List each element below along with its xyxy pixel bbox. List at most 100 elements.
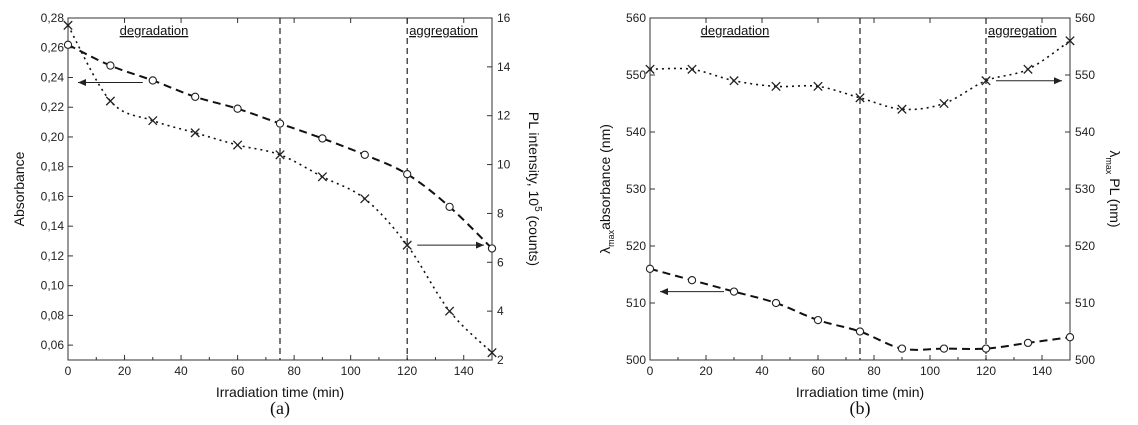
data-point-circle	[687, 276, 697, 285]
data-point-cross	[63, 20, 73, 30]
data-point-circle	[771, 298, 781, 308]
y-left-tick-label: 530	[626, 182, 646, 196]
y-left-tick-label: 0,24	[41, 70, 65, 84]
x-tick-label: 0	[647, 364, 654, 378]
y-right-tick-label: 510	[1075, 296, 1095, 310]
y-left-tick-label: 500	[626, 353, 646, 367]
data-point-cross	[275, 150, 285, 160]
data-point-circle	[1023, 338, 1033, 348]
y-right-axis-label: PL intensity, 105 (counts)	[526, 112, 543, 266]
data-point-circle	[63, 40, 73, 49]
y-right-tick-label: 16	[497, 11, 511, 25]
region-label-aggregation: aggregation	[988, 23, 1057, 38]
data-point-circle	[1065, 333, 1075, 342]
x-tick-label: 40	[174, 364, 188, 378]
y-left-tick-label: 0,18	[41, 160, 65, 174]
y-right-label-lambda: λ	[1107, 150, 1123, 157]
y-right-tick-label: 500	[1075, 353, 1095, 367]
y-left-tick-label: 550	[626, 68, 646, 82]
data-point-cross	[148, 115, 158, 126]
data-point-cross	[771, 81, 781, 92]
y-left-tick-label: 0,28	[41, 11, 65, 25]
y-left-label-lambda: λ	[597, 247, 613, 254]
y-right-axis-label-main: PL intensity, 10	[526, 112, 542, 206]
x-tick-label: 40	[755, 364, 769, 378]
x-axis-label: Irradiation time (min)	[796, 384, 924, 400]
y-right-axis-label-sup: 5	[532, 206, 543, 212]
data-point-circle	[487, 244, 497, 253]
x-tick-label: 80	[287, 364, 301, 378]
data-point-cross	[981, 76, 991, 86]
data-point-cross	[487, 348, 497, 358]
data-point-circle	[939, 344, 949, 353]
y-left-tick-label: 560	[626, 11, 646, 25]
x-tick-label: 140	[454, 364, 474, 378]
chart-panel-b: 0 20 40 60 80 100 120 140 500 510 520 530 540 550 560 5…	[597, 11, 1123, 419]
data-point-circle	[148, 76, 157, 85]
series-line-circle	[67, 43, 493, 250]
y-right-tick-label: 530	[1075, 182, 1095, 196]
data-point-cross	[939, 98, 949, 109]
data-point-circle	[855, 327, 865, 336]
panel-caption: (b)	[850, 398, 871, 419]
data-point-circle	[106, 61, 115, 70]
data-point-cross	[190, 128, 200, 138]
y-right-tick-label: 520	[1075, 239, 1095, 253]
y-right-axis-label-suffix: (counts)	[526, 212, 542, 266]
data-point-circle	[233, 104, 242, 113]
data-point-cross	[729, 76, 739, 86]
y-right-label-sub: max	[1104, 157, 1114, 175]
y-left-axis-label: Absorbance	[11, 151, 27, 226]
x-tick-label: 80	[867, 364, 881, 378]
data-point-circle	[813, 315, 823, 325]
region-label-aggregation: aggregation	[409, 23, 478, 38]
data-point-cross	[1023, 64, 1033, 74]
data-point-cross	[444, 306, 455, 316]
y-right-tick-label: 550	[1075, 68, 1095, 82]
data-point-circle	[191, 92, 200, 101]
y-left-tick-label: 0,16	[41, 189, 65, 203]
y-left-tick-label: 0,12	[41, 249, 65, 263]
data-point-circle	[645, 264, 655, 273]
y-right-tick-label: 4	[497, 304, 504, 318]
x-tick-label: 20	[699, 364, 713, 378]
data-point-cross	[105, 96, 116, 106]
region-label-degradation: degradation	[701, 23, 770, 38]
panel-caption: (a)	[270, 398, 290, 419]
x-tick-label: 20	[118, 364, 132, 378]
data-point-cross	[897, 104, 907, 114]
y-right-tick-label: 2	[497, 353, 504, 367]
y-left-tick-label: 520	[626, 239, 646, 253]
y-right-tick-label: 6	[497, 255, 504, 269]
x-tick-label: 60	[231, 364, 245, 378]
chart-panel-a: 0 20 40 60 80 100 120 140 0,06 0,08 0,10 0,12 0,14 0,…	[11, 11, 543, 419]
y-left-axis-label: λmaxabsorbance (nm)	[597, 124, 616, 254]
data-point-circle	[318, 134, 327, 143]
data-point-circle	[981, 344, 991, 353]
y-left-label-rest: absorbance (nm)	[597, 124, 613, 230]
data-point-cross	[232, 140, 243, 150]
data-point-cross	[687, 64, 697, 74]
arrow-head-left	[660, 288, 668, 296]
x-tick-label: 100	[341, 364, 361, 378]
y-left-tick-label: 0,08	[41, 308, 65, 322]
y-right-tick-label: 560	[1075, 11, 1095, 25]
x-tick-label: 120	[397, 364, 417, 378]
data-point-circle	[445, 202, 454, 211]
y-left-tick-label: 0,06	[41, 338, 65, 352]
data-point-circle	[403, 169, 412, 179]
arrow-head-left	[78, 78, 86, 86]
x-tick-label: 60	[811, 364, 825, 378]
data-point-cross	[813, 81, 823, 92]
y-right-axis-label: λmax PL (nm)	[1104, 150, 1123, 227]
y-right-tick-label: 10	[497, 158, 511, 172]
data-point-cross	[317, 172, 328, 182]
data-point-cross	[1065, 36, 1075, 46]
y-left-tick-label: 0,22	[41, 100, 65, 114]
series-line-cross	[649, 40, 1071, 111]
x-tick-label: 120	[976, 364, 996, 378]
y-right-tick-label: 12	[497, 109, 511, 123]
data-point-cross	[402, 240, 412, 250]
data-point-circle	[275, 119, 285, 128]
